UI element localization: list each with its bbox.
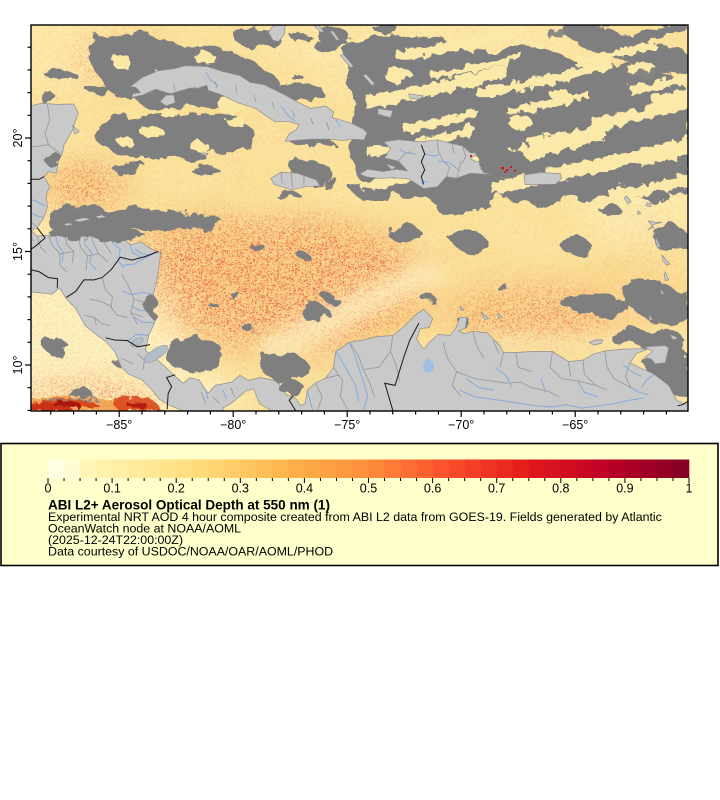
svg-text:0.4: 0.4 — [296, 482, 313, 496]
svg-text:Data courtesy of USDOC/NOAA/OA: Data courtesy of USDOC/NOAA/OAR/AOML/PHO… — [48, 545, 333, 559]
svg-text:(2025-12-24T22:00:00Z): (2025-12-24T22:00:00Z) — [48, 533, 183, 547]
svg-text:−75°: −75° — [334, 418, 360, 432]
svg-text:20°: 20° — [11, 129, 25, 148]
svg-text:−65°: −65° — [562, 418, 588, 432]
svg-text:Experimental NRT AOD 4 hour co: Experimental NRT AOD 4 hour composite cr… — [48, 510, 662, 524]
svg-text:1: 1 — [686, 482, 693, 496]
svg-text:0: 0 — [45, 482, 52, 496]
svg-text:0.2: 0.2 — [168, 482, 185, 496]
svg-text:ABI L2+ Aerosol Optical Depth: ABI L2+ Aerosol Optical Depth at 550 nm … — [48, 498, 330, 513]
svg-text:0.5: 0.5 — [360, 482, 377, 496]
svg-text:OceanWatch node at NOAA/AOML: OceanWatch node at NOAA/AOML — [48, 522, 241, 536]
svg-text:0.1: 0.1 — [103, 482, 120, 496]
svg-text:10°: 10° — [11, 356, 25, 375]
svg-text:0.3: 0.3 — [232, 482, 249, 496]
svg-text:15°: 15° — [11, 242, 25, 261]
svg-text:−85°: −85° — [106, 418, 132, 432]
svg-text:0.9: 0.9 — [616, 482, 633, 496]
svg-text:0.8: 0.8 — [552, 482, 569, 496]
svg-text:−80°: −80° — [220, 418, 246, 432]
svg-text:0.6: 0.6 — [424, 482, 441, 496]
svg-text:−70°: −70° — [448, 418, 474, 432]
svg-text:0.7: 0.7 — [488, 482, 505, 496]
